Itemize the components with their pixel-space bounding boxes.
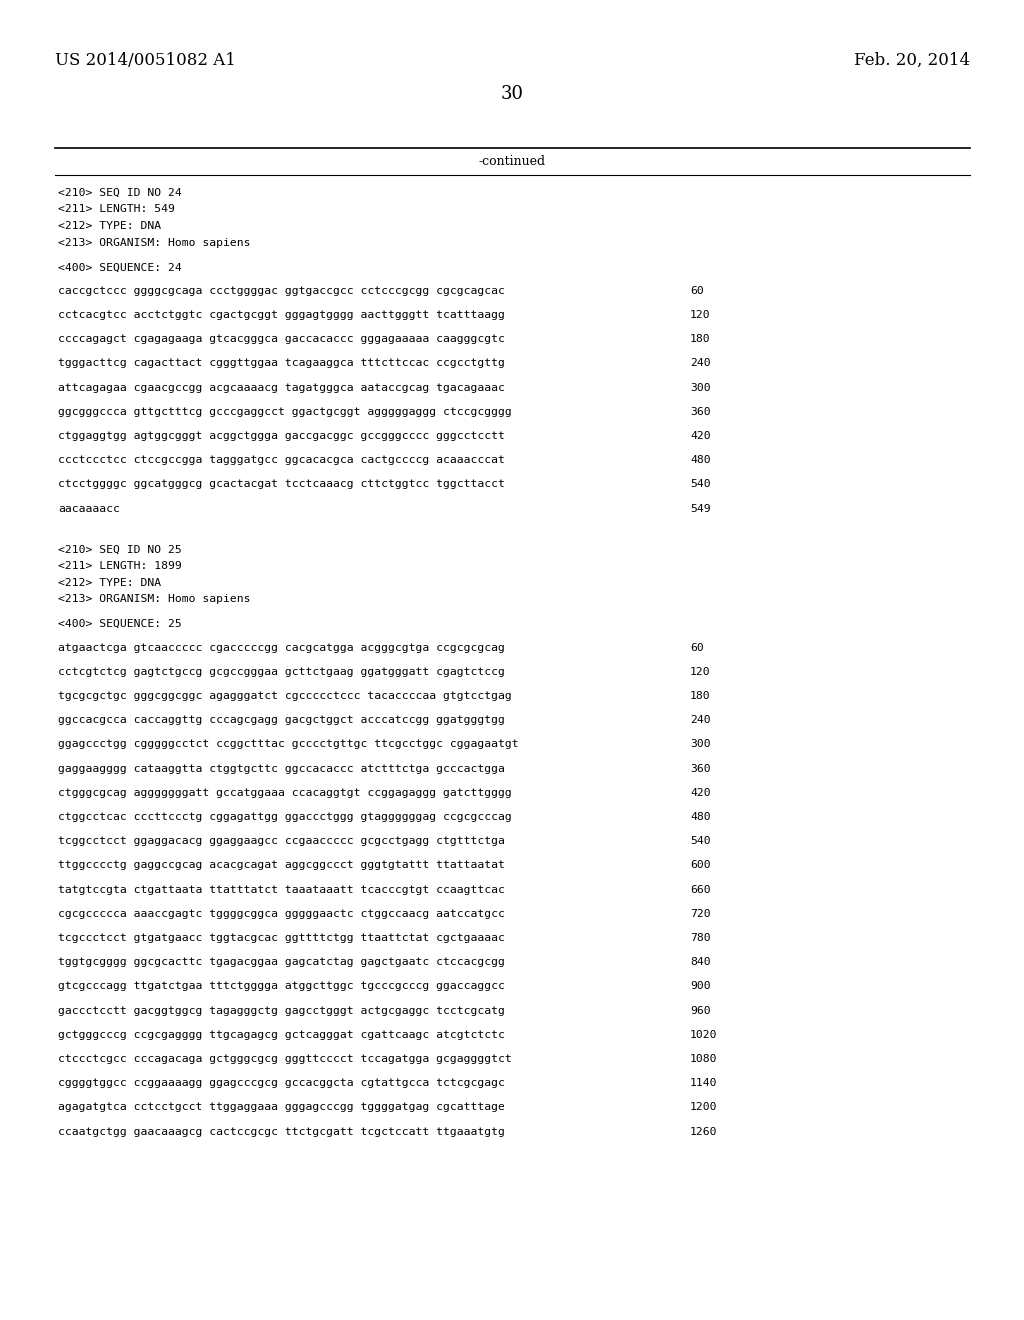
- Text: cctcacgtcc acctctggtc cgactgcggt gggagtgggg aacttgggtt tcatttaagg: cctcacgtcc acctctggtc cgactgcggt gggagtg…: [58, 310, 505, 319]
- Text: 540: 540: [690, 836, 711, 846]
- Text: <400> SEQUENCE: 24: <400> SEQUENCE: 24: [58, 263, 181, 272]
- Text: tcgccctcct gtgatgaacc tggtacgcac ggttttctgg ttaattctat cgctgaaaac: tcgccctcct gtgatgaacc tggtacgcac ggttttc…: [58, 933, 505, 942]
- Text: <213> ORGANISM: Homo sapiens: <213> ORGANISM: Homo sapiens: [58, 594, 251, 605]
- Text: tggtgcgggg ggcgcacttc tgagacggaa gagcatctag gagctgaatc ctccacgcgg: tggtgcgggg ggcgcacttc tgagacggaa gagcatc…: [58, 957, 505, 968]
- Text: tgcgcgctgc gggcggcggc agagggatct cgccccctccc tacaccccaa gtgtcctgag: tgcgcgctgc gggcggcggc agagggatct cgccccc…: [58, 690, 512, 701]
- Text: 960: 960: [690, 1006, 711, 1015]
- Text: 480: 480: [690, 455, 711, 465]
- Text: 360: 360: [690, 763, 711, 774]
- Text: ctggaggtgg agtggcgggt acggctggga gaccgacggc gccgggcccc gggcctcctt: ctggaggtgg agtggcgggt acggctggga gaccgac…: [58, 432, 505, 441]
- Text: 549: 549: [690, 504, 711, 513]
- Text: 300: 300: [690, 383, 711, 393]
- Text: tatgtccgta ctgattaata ttatttatct taaataaatt tcacccgtgt ccaagttcac: tatgtccgta ctgattaata ttatttatct taaataa…: [58, 884, 505, 895]
- Text: gctgggcccg ccgcgagggg ttgcagagcg gctcagggat cgattcaagc atcgtctctc: gctgggcccg ccgcgagggg ttgcagagcg gctcagg…: [58, 1030, 505, 1040]
- Text: ggcgggccca gttgctttcg gcccgaggcct ggactgcggt agggggaggg ctccgcgggg: ggcgggccca gttgctttcg gcccgaggcct ggactg…: [58, 407, 512, 417]
- Text: 180: 180: [690, 334, 711, 345]
- Text: 840: 840: [690, 957, 711, 968]
- Text: 30: 30: [501, 84, 523, 103]
- Text: US 2014/0051082 A1: US 2014/0051082 A1: [55, 51, 236, 69]
- Text: 600: 600: [690, 861, 711, 870]
- Text: gaggaagggg cataaggtta ctggtgcttc ggccacaccc atctttctga gcccactgga: gaggaagggg cataaggtta ctggtgcttc ggccaca…: [58, 763, 505, 774]
- Text: <213> ORGANISM: Homo sapiens: <213> ORGANISM: Homo sapiens: [58, 238, 251, 248]
- Text: 1260: 1260: [690, 1126, 718, 1137]
- Text: 420: 420: [690, 432, 711, 441]
- Text: <210> SEQ ID NO 25: <210> SEQ ID NO 25: [58, 545, 181, 554]
- Text: 120: 120: [690, 667, 711, 677]
- Text: 120: 120: [690, 310, 711, 319]
- Text: caccgctccc ggggcgcaga ccctggggac ggtgaccgcc cctcccgcgg cgcgcagcac: caccgctccc ggggcgcaga ccctggggac ggtgacc…: [58, 286, 505, 296]
- Text: gtcgcccagg ttgatctgaa tttctgggga atggcttggc tgcccgcccg ggaccaggcc: gtcgcccagg ttgatctgaa tttctgggga atggctt…: [58, 981, 505, 991]
- Text: 1200: 1200: [690, 1102, 718, 1113]
- Text: 1080: 1080: [690, 1053, 718, 1064]
- Text: tcggcctcct ggaggacacg ggaggaagcc ccgaaccccc gcgcctgagg ctgtttctga: tcggcctcct ggaggacacg ggaggaagcc ccgaacc…: [58, 836, 505, 846]
- Text: 1020: 1020: [690, 1030, 718, 1040]
- Text: cggggtggcc ccggaaaagg ggagcccgcg gccacggcta cgtattgcca tctcgcgagc: cggggtggcc ccggaaaagg ggagcccgcg gccacgg…: [58, 1078, 505, 1088]
- Text: ttggcccctg gaggccgcag acacgcagat aggcggccct gggtgtattt ttattaatat: ttggcccctg gaggccgcag acacgcagat aggcggc…: [58, 861, 505, 870]
- Text: agagatgtca cctcctgcct ttggaggaaa gggagcccgg tggggatgag cgcatttage: agagatgtca cctcctgcct ttggaggaaa gggagcc…: [58, 1102, 505, 1113]
- Text: 480: 480: [690, 812, 711, 822]
- Text: 660: 660: [690, 884, 711, 895]
- Text: 300: 300: [690, 739, 711, 750]
- Text: ctcctggggc ggcatgggcg gcactacgat tcctcaaacg cttctggtcc tggcttacct: ctcctggggc ggcatgggcg gcactacgat tcctcaa…: [58, 479, 505, 490]
- Text: cctcgtctcg gagtctgccg gcgccgggaa gcttctgaag ggatgggatt cgagtctccg: cctcgtctcg gagtctgccg gcgccgggaa gcttctg…: [58, 667, 505, 677]
- Text: 360: 360: [690, 407, 711, 417]
- Text: attcagagaa cgaacgccgg acgcaaaacg tagatgggca aataccgcag tgacagaaac: attcagagaa cgaacgccgg acgcaaaacg tagatgg…: [58, 383, 505, 393]
- Text: cgcgccccca aaaccgagtc tggggcggca gggggaactc ctggccaacg aatccatgcc: cgcgccccca aaaccgagtc tggggcggca gggggaa…: [58, 908, 505, 919]
- Text: 540: 540: [690, 479, 711, 490]
- Text: 60: 60: [690, 286, 703, 296]
- Text: 240: 240: [690, 715, 711, 725]
- Text: tgggacttcg cagacttact cgggttggaa tcagaaggca tttcttccac ccgcctgttg: tgggacttcg cagacttact cgggttggaa tcagaag…: [58, 359, 505, 368]
- Text: 900: 900: [690, 981, 711, 991]
- Text: 60: 60: [690, 643, 703, 652]
- Text: 780: 780: [690, 933, 711, 942]
- Text: ctggcctcac cccttccctg cggagattgg ggaccctggg gtaggggggag ccgcgcccag: ctggcctcac cccttccctg cggagattgg ggaccct…: [58, 812, 512, 822]
- Text: gaccctcctt gacggtggcg tagagggctg gagcctgggt actgcgaggc tcctcgcatg: gaccctcctt gacggtggcg tagagggctg gagcctg…: [58, 1006, 505, 1015]
- Text: -continued: -continued: [478, 154, 546, 168]
- Text: atgaactcga gtcaaccccc cgacccccgg cacgcatgga acgggcgtga ccgcgcgcag: atgaactcga gtcaaccccc cgacccccgg cacgcat…: [58, 643, 505, 652]
- Text: 420: 420: [690, 788, 711, 797]
- Text: ctgggcgcag agggggggatt gccatggaaa ccacaggtgt ccggagaggg gatcttgggg: ctgggcgcag agggggggatt gccatggaaa ccacag…: [58, 788, 512, 797]
- Text: aacaaaacc: aacaaaacc: [58, 504, 120, 513]
- Text: 1140: 1140: [690, 1078, 718, 1088]
- Text: 720: 720: [690, 908, 711, 919]
- Text: 240: 240: [690, 359, 711, 368]
- Text: <211> LENGTH: 549: <211> LENGTH: 549: [58, 205, 175, 214]
- Text: ccccagagct cgagagaaga gtcacgggca gaccacaccc gggagaaaaa caagggcgtc: ccccagagct cgagagaaga gtcacgggca gaccaca…: [58, 334, 505, 345]
- Text: <211> LENGTH: 1899: <211> LENGTH: 1899: [58, 561, 181, 572]
- Text: ccctccctcc ctccgccgga tagggatgcc ggcacacgca cactgccccg acaaacccat: ccctccctcc ctccgccgga tagggatgcc ggcacac…: [58, 455, 505, 465]
- Text: Feb. 20, 2014: Feb. 20, 2014: [854, 51, 970, 69]
- Text: ccaatgctgg gaacaaagcg cactccgcgc ttctgcgatt tcgctccatt ttgaaatgtg: ccaatgctgg gaacaaagcg cactccgcgc ttctgcg…: [58, 1126, 505, 1137]
- Text: <212> TYPE: DNA: <212> TYPE: DNA: [58, 578, 161, 587]
- Text: ctccctcgcc cccagacaga gctgggcgcg gggttcccct tccagatgga gcgaggggtct: ctccctcgcc cccagacaga gctgggcgcg gggttcc…: [58, 1053, 512, 1064]
- Text: <210> SEQ ID NO 24: <210> SEQ ID NO 24: [58, 187, 181, 198]
- Text: 180: 180: [690, 690, 711, 701]
- Text: <400> SEQUENCE: 25: <400> SEQUENCE: 25: [58, 619, 181, 630]
- Text: <212> TYPE: DNA: <212> TYPE: DNA: [58, 220, 161, 231]
- Text: ggagccctgg cgggggcctct ccggctttac gcccctgttgc ttcgcctggc cggagaatgt: ggagccctgg cgggggcctct ccggctttac gcccct…: [58, 739, 518, 750]
- Text: ggccacgcca caccaggttg cccagcgagg gacgctggct acccatccgg ggatgggtgg: ggccacgcca caccaggttg cccagcgagg gacgctg…: [58, 715, 505, 725]
